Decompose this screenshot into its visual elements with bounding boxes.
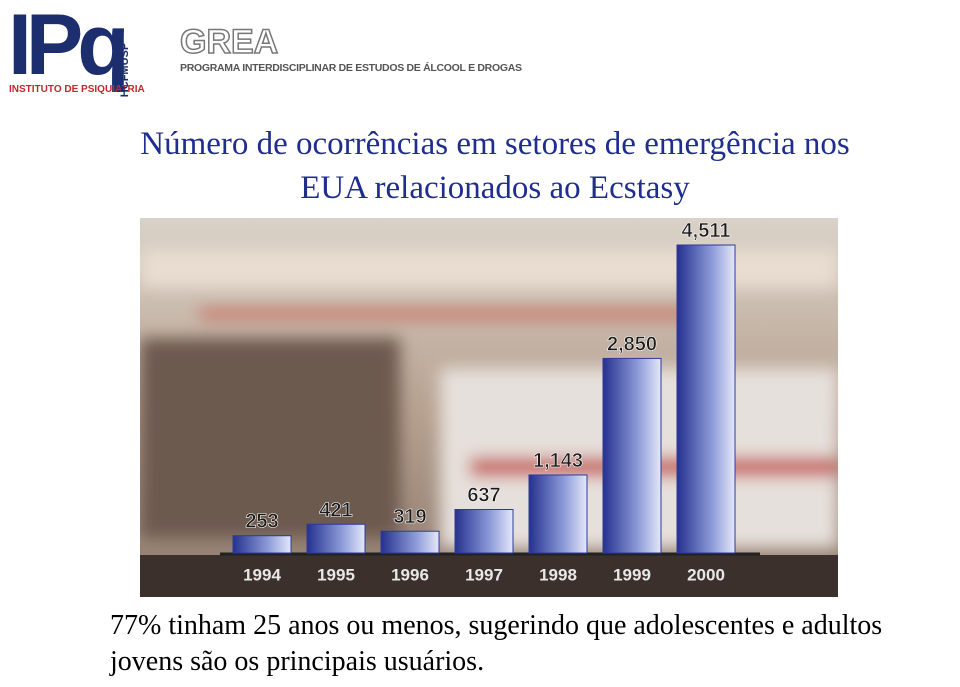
x-tick-label: 1996 [391,565,429,584]
bar [528,474,588,554]
x-tick-label: 2000 [687,565,725,584]
value-label: 421 [319,499,352,521]
logo-ipq: IPq [8,0,130,93]
x-tick-label: 1998 [539,565,577,584]
x-tick-label: 1997 [465,565,503,584]
logo-grea: GREA [179,23,279,61]
bar [380,530,440,554]
chart: 253 1994 421 1995 319 1996 637 1997 1,143 1998 2,8… [140,218,838,597]
logo-ipq-caption: INSTITUTO DE PSIQUIATRIA [9,84,145,95]
chart-title: Número de ocorrências em setores de emer… [140,126,850,206]
bar [306,523,366,554]
value-label: 319 [393,506,426,528]
value-label: 1,143 [533,450,583,472]
logo-hcfmusp: HCFMUSP [119,42,132,98]
caption: 77% tinham 25 anos ou menos, sugerindo q… [110,610,883,677]
x-tick-label: 1994 [243,565,281,584]
logo-grea-caption: PROGRAMA INTERDISCIPLINAR DE ESTUDOS DE … [180,62,522,74]
bar [454,509,514,554]
bar [676,244,736,554]
value-label: 4,511 [682,220,731,242]
value-label: 2,850 [607,333,657,355]
value-label: 637 [467,485,500,507]
x-tick-label: 1995 [317,565,355,584]
x-tick-label: 1999 [613,565,651,584]
bar [232,535,292,554]
bar [602,357,662,554]
value-label: 253 [245,511,278,533]
floor-band [140,555,838,597]
